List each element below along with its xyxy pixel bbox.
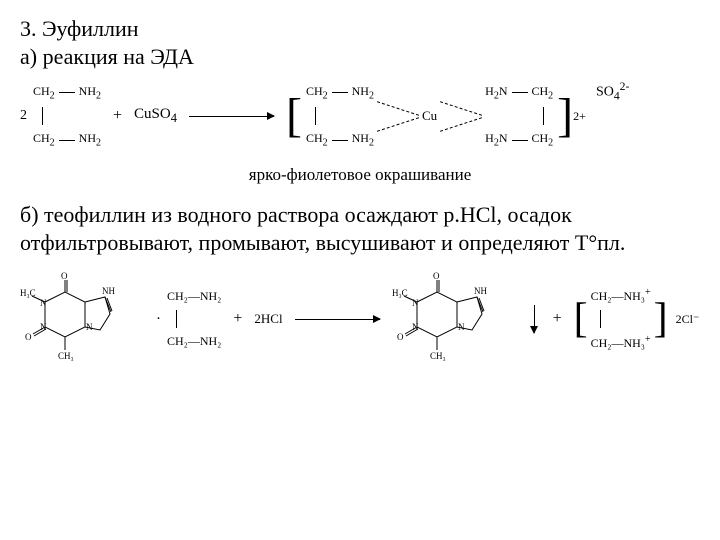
svg-text:O: O: [433, 272, 440, 281]
svg-text:NH: NH: [102, 286, 115, 296]
svg-text:CH₃: CH₃: [430, 351, 446, 361]
title-line-1: 3. Эуфиллин: [20, 15, 700, 43]
plus-sign-b2: +: [547, 310, 568, 328]
color-note: ярко-фиолетовое окрашивание: [20, 165, 700, 185]
complex-charge: 2+: [573, 109, 586, 124]
svg-text:CH₃: CH₃: [58, 351, 74, 361]
theophylline-eda-structure: O O H₃C CH₃ N N N NH: [20, 272, 150, 367]
svg-text:N: N: [458, 322, 465, 332]
svg-text:N: N: [40, 322, 47, 332]
reaction-arrow: [189, 116, 274, 117]
svg-text:H₃C: H₃C: [392, 288, 408, 298]
hcl-reagent: 2HCl: [254, 311, 282, 327]
dot: ·: [156, 311, 161, 328]
reaction-b: O O H₃C CH₃ N N N NH · CH₂—NH₂ CH₂—NH₂ +…: [20, 272, 700, 367]
plus-sign: +: [107, 107, 128, 125]
section-heading: 3. Эуфиллин а) реакция на ЭДА: [20, 15, 700, 70]
coefficient: 2: [20, 108, 27, 124]
cu-complex: [ CH2 NH2 CH2 NH2 Cu H2N: [286, 82, 586, 151]
svg-text:N: N: [86, 322, 93, 332]
svg-text:N: N: [40, 298, 47, 308]
sulfate-ion: SO42-: [596, 80, 629, 102]
svg-text:O: O: [61, 272, 68, 281]
svg-text:N: N: [412, 322, 419, 332]
reaction-b-arrow: [295, 319, 380, 320]
svg-text:O: O: [397, 332, 404, 342]
svg-text:O: O: [25, 332, 32, 342]
reaction-a: 2 CH2 NH2 CH2 NH2 + CuSO4 [ CH2: [20, 82, 700, 151]
eda-adduct: CH₂—NH₂ CH₂—NH₂: [167, 289, 221, 349]
svg-text:N: N: [412, 298, 419, 308]
svg-text:H₃C: H₃C: [20, 288, 36, 298]
eda-reactant: CH2 NH2 CH2 NH2: [33, 84, 101, 149]
svg-text:NH: NH: [474, 286, 487, 296]
cuso4: CuSO4: [134, 106, 177, 126]
precipitate-arrow: [534, 305, 535, 333]
plus-sign-b1: +: [227, 310, 248, 328]
paragraph-b: б) теофиллин из водного раствора осаждаю…: [20, 201, 700, 258]
title-line-2: а) реакция на ЭДА: [20, 43, 700, 71]
theophylline-product-structure: O O H₃C CH₃ N N N NH: [392, 272, 522, 367]
chloride-counterion: 2Cl⁻: [676, 312, 700, 327]
eda-dication: [ CH₂—NH₃+ CH₂—NH₃+ ]: [574, 285, 668, 353]
